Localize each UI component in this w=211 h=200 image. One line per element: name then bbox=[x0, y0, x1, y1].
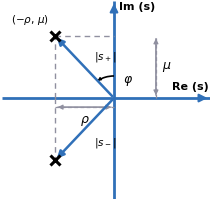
Text: $\mu$: $\mu$ bbox=[162, 60, 172, 74]
Text: $|s_-|$: $|s_-|$ bbox=[94, 136, 116, 150]
Text: Re (s): Re (s) bbox=[172, 82, 209, 92]
Text: $(-\rho,\, \mu)$: $(-\rho,\, \mu)$ bbox=[11, 13, 49, 27]
Text: Im (s): Im (s) bbox=[119, 2, 155, 12]
Text: $\varphi$: $\varphi$ bbox=[123, 74, 133, 88]
Text: $\rho$: $\rho$ bbox=[80, 114, 89, 128]
Text: $|s_+|$: $|s_+|$ bbox=[94, 50, 116, 64]
